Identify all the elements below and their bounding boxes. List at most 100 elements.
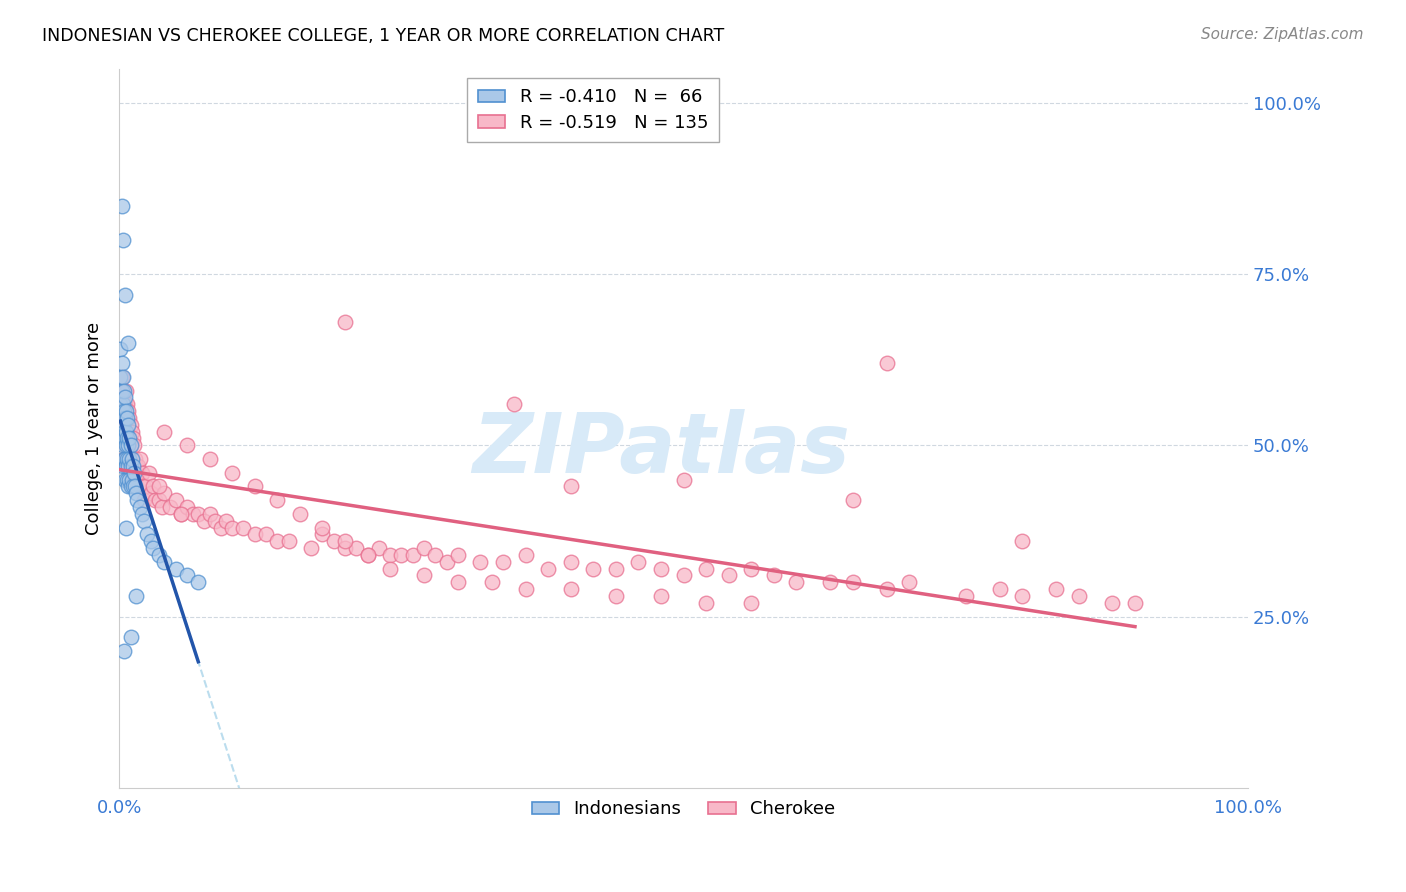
Point <box>187 507 209 521</box>
Text: INDONESIAN VS CHEROKEE COLLEGE, 1 YEAR OR MORE CORRELATION CHART: INDONESIAN VS CHEROKEE COLLEGE, 1 YEAR O… <box>42 27 724 45</box>
Point <box>650 561 672 575</box>
Point <box>120 479 142 493</box>
Point <box>111 384 134 398</box>
Point <box>582 561 605 575</box>
Point <box>127 493 149 508</box>
Point <box>128 452 150 467</box>
Point <box>110 397 132 411</box>
Point <box>114 452 136 467</box>
Point <box>605 589 627 603</box>
Point <box>243 479 266 493</box>
Point <box>110 404 132 418</box>
Point <box>114 397 136 411</box>
Point <box>136 527 159 541</box>
Point <box>112 644 135 658</box>
Point <box>117 335 139 350</box>
Point <box>740 561 762 575</box>
Point <box>560 555 582 569</box>
Point <box>118 438 141 452</box>
Point <box>115 404 138 418</box>
Point <box>138 466 160 480</box>
Point <box>117 458 139 473</box>
Point <box>481 575 503 590</box>
Point <box>131 507 153 521</box>
Point <box>503 397 526 411</box>
Point <box>111 438 134 452</box>
Point <box>132 479 155 493</box>
Point <box>627 555 650 569</box>
Point <box>114 411 136 425</box>
Point <box>170 507 193 521</box>
Point <box>515 548 537 562</box>
Point <box>111 417 134 432</box>
Point <box>876 356 898 370</box>
Point <box>1067 589 1090 603</box>
Point <box>110 369 132 384</box>
Point <box>118 452 141 467</box>
Point <box>125 486 148 500</box>
Point <box>356 548 378 562</box>
Point <box>266 534 288 549</box>
Point <box>127 466 149 480</box>
Point <box>333 541 356 555</box>
Point <box>112 404 135 418</box>
Point <box>112 425 135 439</box>
Point <box>425 548 447 562</box>
Point <box>153 425 176 439</box>
Point <box>110 425 132 439</box>
Point <box>111 369 134 384</box>
Point <box>165 561 187 575</box>
Point <box>112 425 135 439</box>
Point <box>170 507 193 521</box>
Point <box>115 452 138 467</box>
Point <box>1011 589 1033 603</box>
Point <box>288 507 311 521</box>
Point <box>115 411 138 425</box>
Point <box>120 417 142 432</box>
Point <box>221 520 243 534</box>
Point <box>413 541 436 555</box>
Point <box>344 541 367 555</box>
Point <box>650 589 672 603</box>
Point <box>492 555 515 569</box>
Point <box>111 458 134 473</box>
Point <box>187 575 209 590</box>
Point <box>150 500 173 514</box>
Point <box>120 458 142 473</box>
Point <box>112 397 135 411</box>
Point <box>128 500 150 514</box>
Point <box>121 432 143 446</box>
Point <box>198 452 221 467</box>
Point <box>176 438 198 452</box>
Point <box>988 582 1011 597</box>
Point <box>672 473 695 487</box>
Point <box>356 548 378 562</box>
Point <box>115 473 138 487</box>
Point <box>115 384 138 398</box>
Point <box>221 466 243 480</box>
Point <box>672 568 695 582</box>
Point <box>135 479 157 493</box>
Point <box>127 458 149 473</box>
Point <box>117 479 139 493</box>
Point <box>120 630 142 644</box>
Point <box>115 425 138 439</box>
Point <box>110 343 132 357</box>
Point <box>1011 534 1033 549</box>
Point <box>120 466 142 480</box>
Point <box>436 555 458 569</box>
Point <box>1045 582 1067 597</box>
Point <box>110 356 132 370</box>
Legend: Indonesians, Cherokee: Indonesians, Cherokee <box>524 793 842 826</box>
Point <box>114 390 136 404</box>
Point <box>132 514 155 528</box>
Point <box>537 561 560 575</box>
Point <box>148 479 170 493</box>
Point <box>117 438 139 452</box>
Point <box>243 527 266 541</box>
Point <box>311 520 333 534</box>
Point <box>176 500 198 514</box>
Point <box>110 384 132 398</box>
Point <box>470 555 492 569</box>
Point <box>121 452 143 467</box>
